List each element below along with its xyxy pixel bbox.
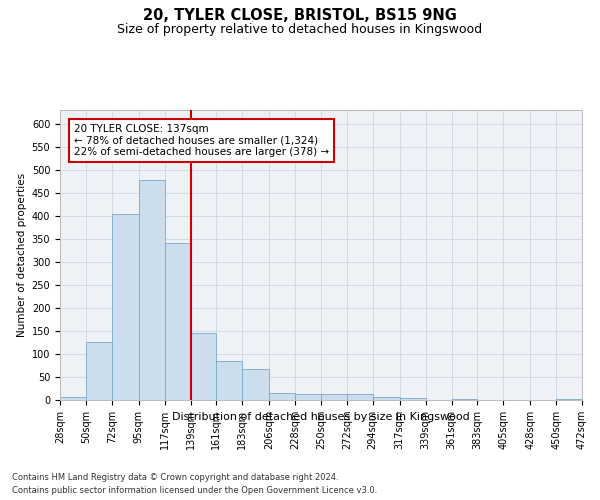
Bar: [86, 342, 112, 400]
Bar: [60, 397, 86, 400]
Text: Contains public sector information licensed under the Open Government Licence v3: Contains public sector information licen…: [12, 486, 377, 495]
Bar: [556, 398, 582, 400]
Text: 20, TYLER CLOSE, BRISTOL, BS15 9NG: 20, TYLER CLOSE, BRISTOL, BS15 9NG: [143, 8, 457, 22]
Bar: [164, 244, 191, 400]
Bar: [191, 334, 217, 400]
Bar: [112, 214, 139, 400]
Bar: [373, 397, 400, 400]
Bar: [452, 398, 478, 400]
Bar: [217, 361, 242, 400]
Bar: [347, 394, 373, 400]
Text: 20 TYLER CLOSE: 137sqm
← 78% of detached houses are smaller (1,324)
22% of semi-: 20 TYLER CLOSE: 137sqm ← 78% of detached…: [74, 124, 329, 157]
Text: Distribution of detached houses by size in Kingswood: Distribution of detached houses by size …: [172, 412, 470, 422]
Bar: [269, 393, 295, 400]
Text: Size of property relative to detached houses in Kingswood: Size of property relative to detached ho…: [118, 22, 482, 36]
Y-axis label: Number of detached properties: Number of detached properties: [17, 173, 28, 337]
Bar: [400, 398, 425, 400]
Bar: [242, 369, 269, 400]
Bar: [139, 180, 164, 400]
Bar: [321, 394, 347, 400]
Text: Contains HM Land Registry data © Crown copyright and database right 2024.: Contains HM Land Registry data © Crown c…: [12, 472, 338, 482]
Bar: [295, 394, 321, 400]
